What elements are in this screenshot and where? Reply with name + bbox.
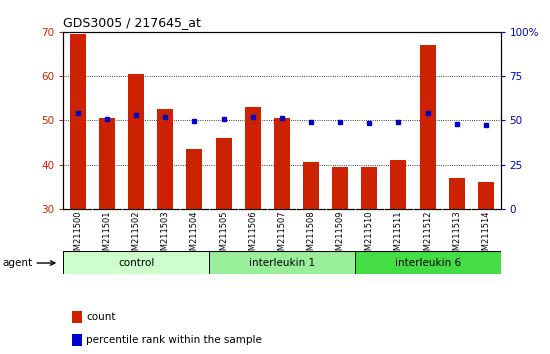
- Bar: [128, 74, 144, 209]
- Bar: [216, 138, 232, 209]
- Text: interleukin 6: interleukin 6: [394, 258, 461, 268]
- Bar: [478, 182, 494, 209]
- Text: GDS3005 / 217645_at: GDS3005 / 217645_at: [63, 16, 201, 29]
- Text: percentile rank within the sample: percentile rank within the sample: [86, 335, 262, 345]
- Bar: [303, 162, 319, 209]
- Bar: [449, 178, 465, 209]
- Text: count: count: [86, 312, 116, 322]
- Bar: [390, 160, 406, 209]
- Bar: [274, 118, 290, 209]
- Bar: [420, 45, 436, 209]
- Bar: [186, 149, 202, 209]
- Bar: [99, 118, 115, 209]
- Bar: [355, 251, 500, 274]
- Bar: [332, 167, 348, 209]
- Bar: [209, 251, 355, 274]
- Bar: [245, 107, 261, 209]
- Text: agent: agent: [3, 258, 33, 268]
- Bar: [72, 312, 81, 323]
- Bar: [63, 251, 209, 274]
- Bar: [157, 109, 173, 209]
- Bar: [70, 34, 86, 209]
- Text: interleukin 1: interleukin 1: [249, 258, 315, 268]
- Text: control: control: [118, 258, 155, 268]
- Bar: [361, 167, 377, 209]
- Bar: [72, 334, 81, 346]
